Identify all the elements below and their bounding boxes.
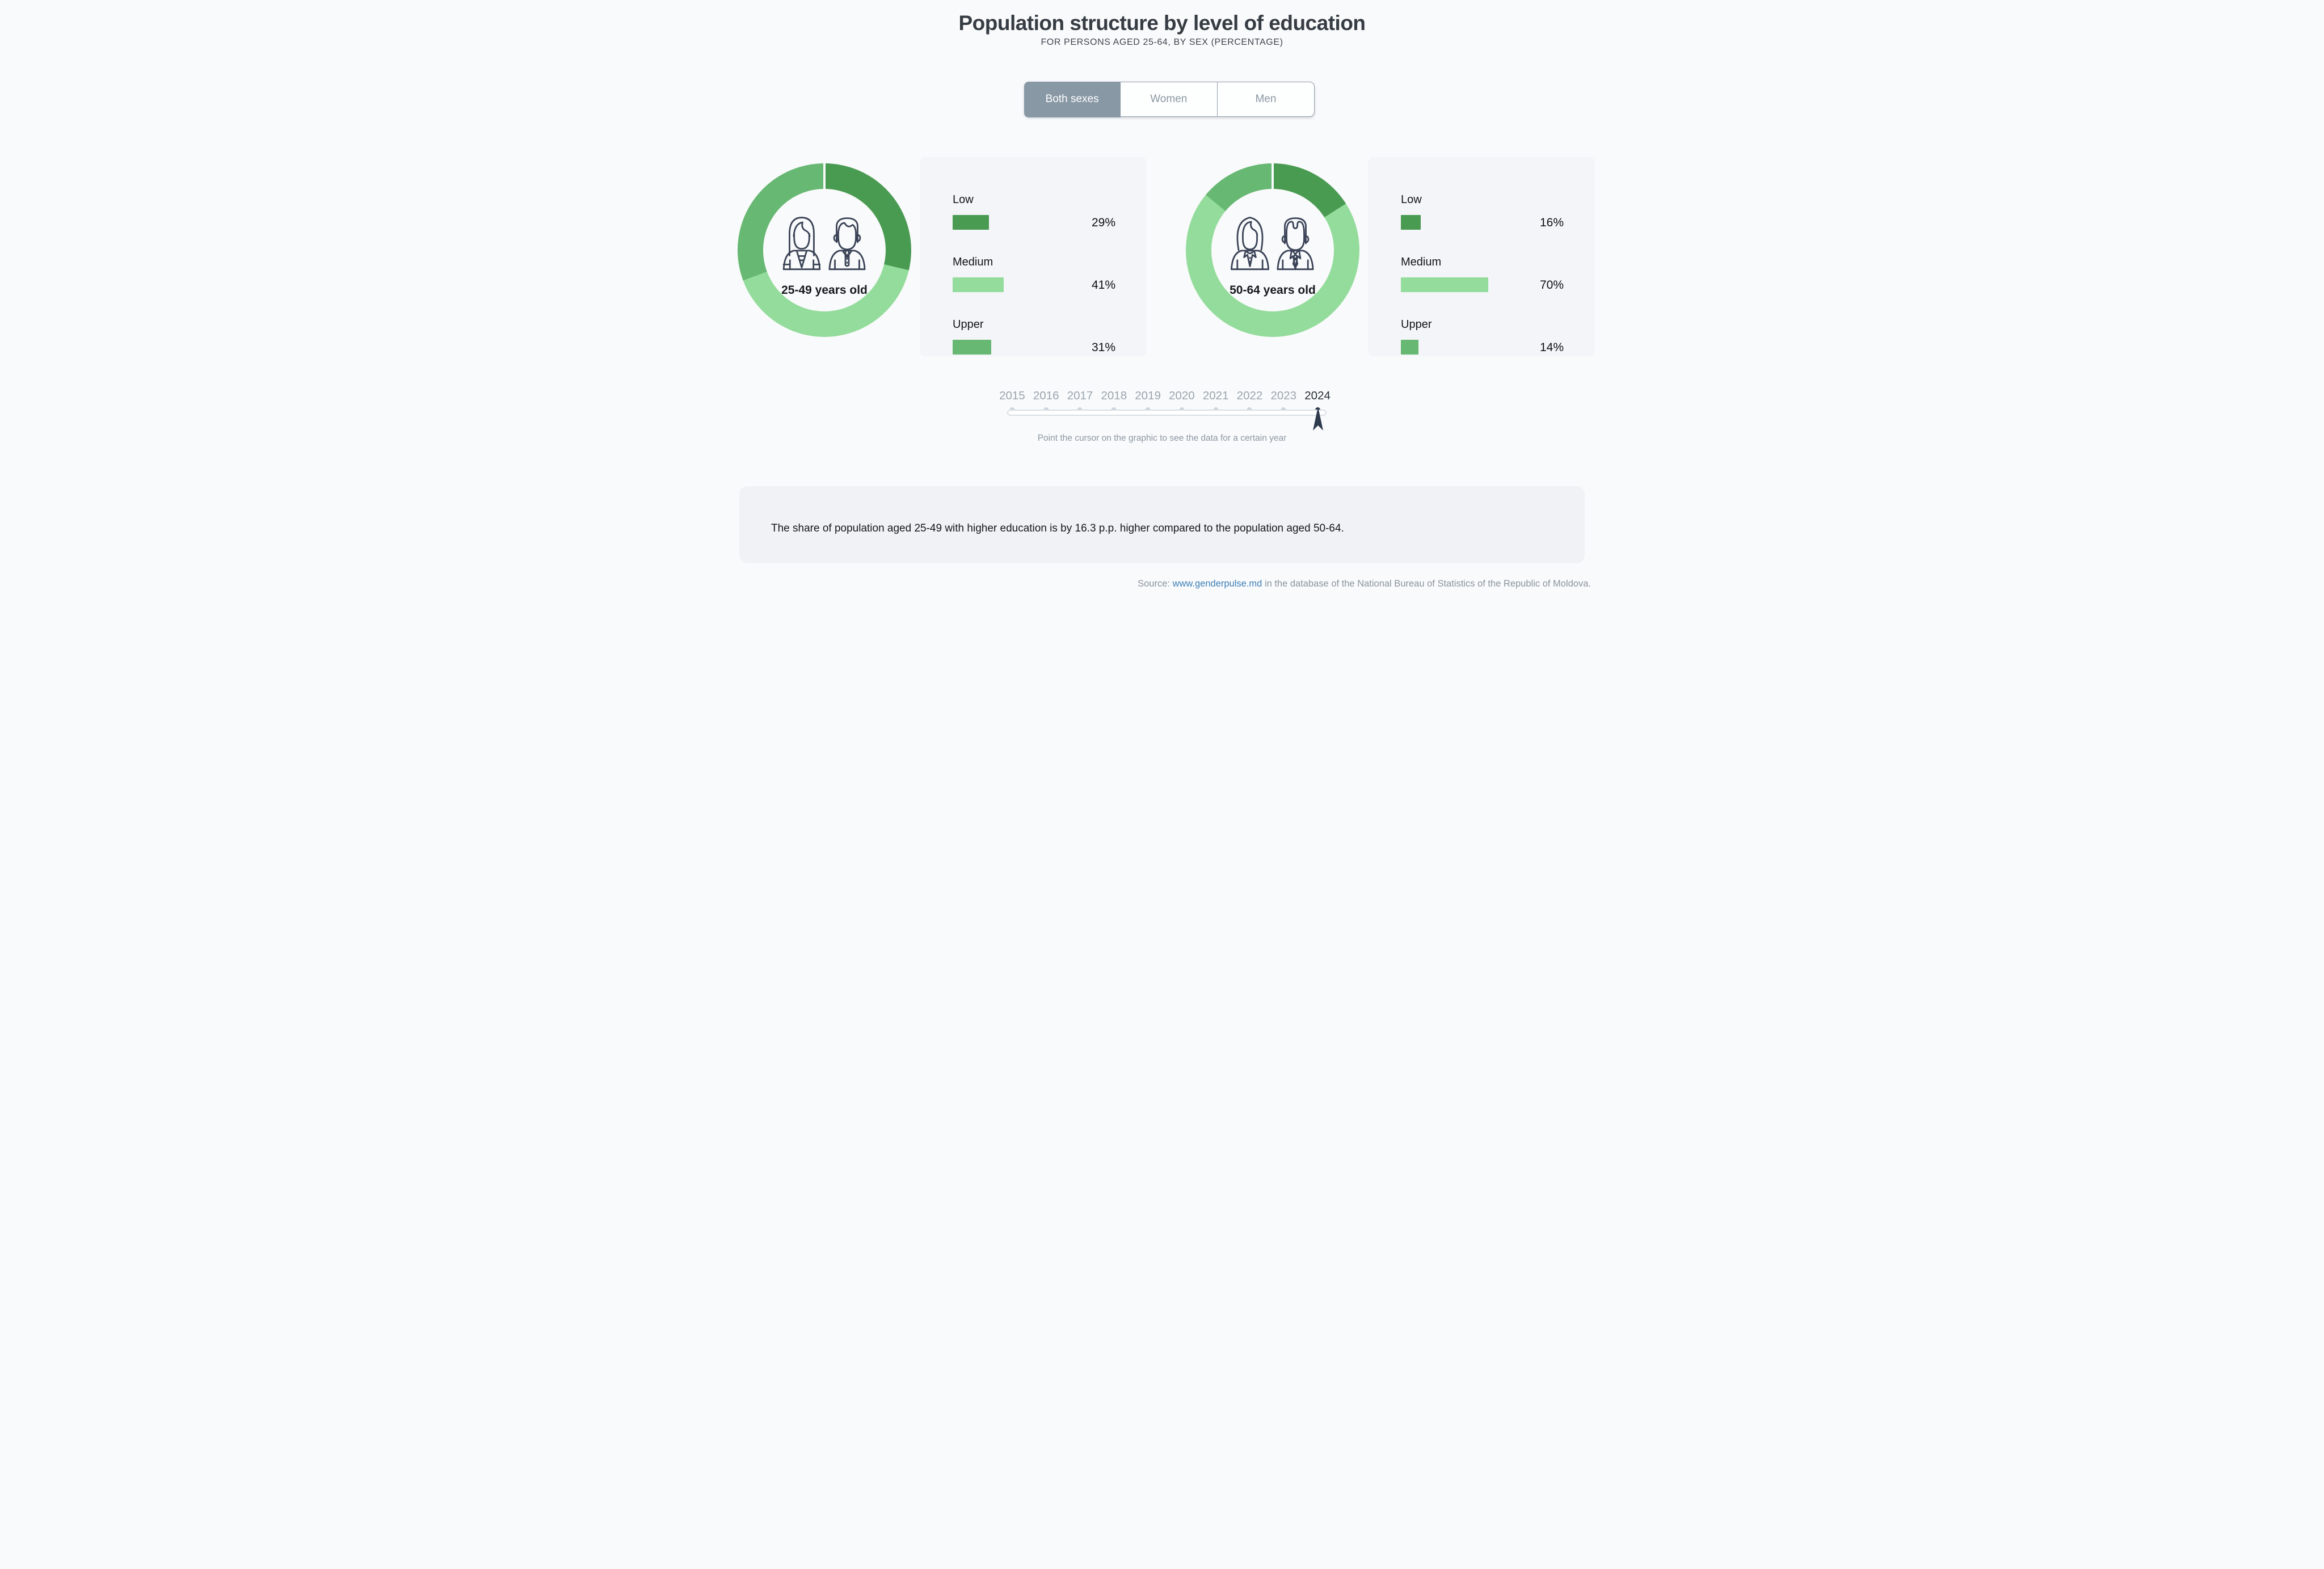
year-2022[interactable]: 2022 bbox=[1233, 389, 1267, 412]
page-subtitle: FOR PERSONS AGED 25-64, BY SEX (PERCENTA… bbox=[1041, 37, 1283, 47]
legend-bar-upper bbox=[1401, 340, 1418, 355]
year-2020[interactable]: 2020 bbox=[1165, 389, 1199, 412]
year-slider-labels: 2015 2016 2017 2018 2019 2020 2021 2022 … bbox=[995, 389, 1334, 412]
legend-value-upper: 14% bbox=[1539, 341, 1564, 354]
legend-label-low: Low bbox=[953, 193, 974, 206]
genderpulse-education-dashboard: Population structure by level of educati… bbox=[725, 0, 1599, 590]
older-man-icon bbox=[1274, 212, 1316, 272]
source-line: Source: www.genderpulse.md in the databa… bbox=[1138, 579, 1591, 589]
sex-filter-tabs: Both sexes Women Men bbox=[1024, 81, 1315, 117]
source-suffix: in the database of the National Bureau o… bbox=[1262, 579, 1591, 589]
year-slider-cursor-icon[interactable] bbox=[1313, 407, 1323, 431]
insight-note-box bbox=[739, 486, 1585, 563]
year-2016[interactable]: 2016 bbox=[1029, 389, 1063, 412]
year-2023[interactable]: 2023 bbox=[1266, 389, 1300, 412]
tab-men[interactable]: Men bbox=[1216, 82, 1314, 116]
young-man-icon bbox=[826, 212, 868, 272]
ring-start-divider bbox=[823, 163, 826, 189]
legend-label-upper: Upper bbox=[953, 318, 984, 331]
legend-value-low: 16% bbox=[1539, 216, 1564, 229]
year-2021[interactable]: 2021 bbox=[1199, 389, 1233, 412]
year-2015[interactable]: 2015 bbox=[995, 389, 1029, 412]
legend-panel-25-49 bbox=[920, 157, 1147, 356]
legend-value-upper: 31% bbox=[1091, 341, 1115, 354]
older-woman-icon bbox=[1229, 212, 1271, 272]
source-link[interactable]: www.genderpulse.md bbox=[1172, 579, 1262, 589]
couple-icon-25-49 bbox=[738, 212, 911, 276]
source-prefix: Source: bbox=[1138, 579, 1173, 589]
legend-bar-upper bbox=[953, 340, 992, 355]
insight-note-text: The share of population aged 25-49 with … bbox=[771, 522, 1344, 534]
ring-start-divider bbox=[1272, 163, 1274, 189]
donut-chart-50-64[interactable]: 50-64 years old bbox=[1186, 163, 1359, 337]
legend-bar-medium bbox=[953, 277, 1004, 292]
legend-label-medium: Medium bbox=[953, 256, 993, 268]
young-woman-icon bbox=[781, 212, 823, 272]
legend-label-upper: Upper bbox=[1401, 318, 1432, 331]
age-group-label: 25-49 years old bbox=[781, 284, 868, 297]
legend-bar-low bbox=[1401, 215, 1421, 230]
donut-hole bbox=[1211, 189, 1334, 311]
donut-hole bbox=[763, 189, 886, 311]
legend-panel-50-64 bbox=[1368, 157, 1595, 356]
legend-bar-medium bbox=[1401, 277, 1488, 292]
legend-value-medium: 70% bbox=[1539, 279, 1564, 292]
donut-chart-25-49[interactable]: 25-49 years old bbox=[738, 163, 911, 337]
year-2017[interactable]: 2017 bbox=[1063, 389, 1097, 412]
page-title: Population structure by level of educati… bbox=[958, 11, 1366, 35]
age-group-label: 50-64 years old bbox=[1230, 284, 1316, 297]
legend-label-medium: Medium bbox=[1401, 256, 1442, 268]
slider-hint-text: Point the cursor on the graphic to see t… bbox=[1037, 433, 1287, 443]
year-2018[interactable]: 2018 bbox=[1097, 389, 1131, 412]
couple-icon-50-64 bbox=[1186, 212, 1359, 276]
legend-value-low: 29% bbox=[1091, 216, 1115, 229]
tab-women[interactable]: Women bbox=[1150, 93, 1188, 105]
year-2019[interactable]: 2019 bbox=[1131, 389, 1165, 412]
year-slider-track[interactable] bbox=[1007, 410, 1327, 416]
legend-bar-low bbox=[953, 215, 989, 230]
legend-label-low: Low bbox=[1401, 193, 1422, 206]
tab-both-sexes[interactable]: Both sexes bbox=[1024, 81, 1121, 117]
legend-value-medium: 41% bbox=[1091, 279, 1115, 292]
